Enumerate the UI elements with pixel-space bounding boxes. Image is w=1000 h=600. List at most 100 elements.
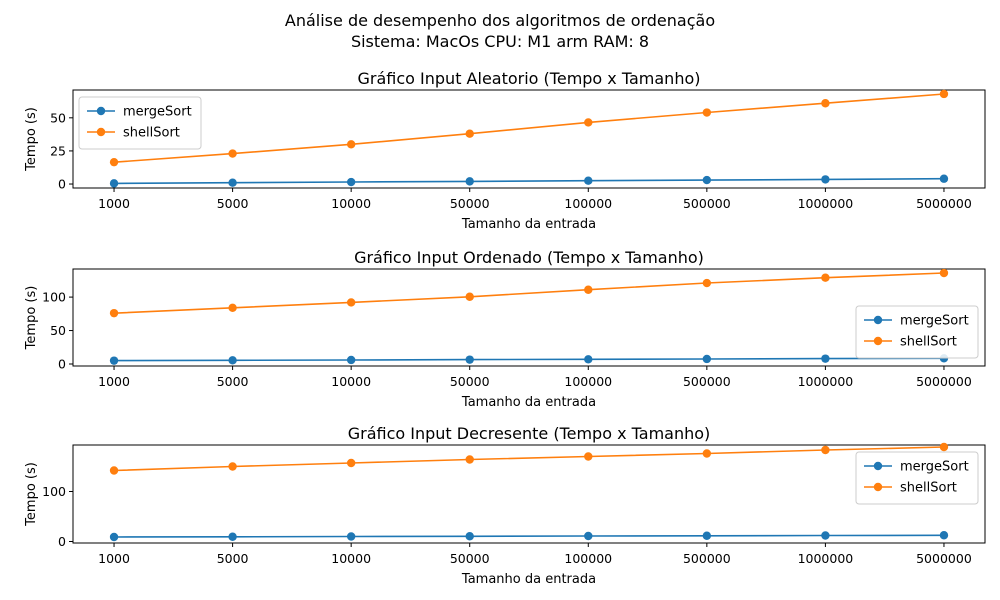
data-point-mergeSort (702, 354, 712, 364)
legend-box (855, 305, 979, 359)
data-point-shellSort (228, 462, 237, 471)
legend-box (855, 451, 979, 505)
x-tick-label: 50000 (450, 374, 490, 389)
x-tick-label: 1000 (98, 551, 130, 566)
x-tick-label: 500000 (683, 196, 731, 211)
data-point-mergeSort (821, 354, 830, 363)
legend-label-shellSort: shellSort (900, 481, 957, 496)
legend-label-mergeSort: mergeSort (900, 314, 969, 329)
figure-title-line1: Análise de desempenho dos algoritmos de … (285, 11, 715, 30)
subplot-title: Gráfico Input Aleatorio (Tempo x Tamanho… (358, 69, 701, 88)
data-point-shellSort (346, 140, 356, 149)
data-point-shellSort (584, 285, 593, 294)
series-line-mergeSort (113, 534, 945, 538)
data-point-shellSort (939, 268, 949, 278)
data-point-shellSort (228, 149, 237, 158)
data-point-mergeSort (821, 531, 830, 540)
data-point-mergeSort (228, 178, 237, 187)
legend-marker-shellSort (96, 127, 106, 137)
x-tick-label: 500000 (683, 551, 731, 566)
x-tick-label: 50000 (450, 551, 490, 566)
data-point-mergeSort (465, 532, 474, 541)
y-tick-label: 100 (42, 290, 66, 305)
data-point-mergeSort (821, 175, 830, 184)
data-point-mergeSort (346, 532, 356, 541)
data-point-mergeSort (939, 174, 949, 183)
axes-frame (72, 89, 986, 189)
data-point-mergeSort (702, 175, 712, 185)
x-tick-label: 500000 (683, 374, 731, 389)
x-tick-label: 10000 (331, 551, 371, 566)
x-tick-label: 5000000 (916, 196, 972, 211)
y-axis-label: Tempo (s) (24, 462, 39, 527)
y-tick-label: 0 (58, 356, 66, 371)
data-point-shellSort (346, 458, 356, 468)
data-point-shellSort (584, 452, 593, 461)
data-point-mergeSort (228, 356, 237, 365)
series-line-shellSort (113, 446, 945, 472)
legend-label-shellSort: shellSort (123, 126, 180, 141)
data-point-shellSort (465, 129, 474, 138)
legend-marker-shellSort (873, 482, 883, 492)
data-point-shellSort (465, 455, 474, 464)
series-line-shellSort (113, 93, 945, 163)
series-line-mergeSort (113, 357, 945, 362)
y-axis-label: Tempo (s) (24, 107, 39, 172)
legend-label-shellSort: shellSort (900, 335, 957, 350)
data-point-shellSort (346, 298, 356, 307)
y-tick-label: 50 (50, 110, 66, 125)
y-tick-label: 0 (58, 534, 66, 549)
data-point-shellSort (939, 442, 949, 452)
subplots: Gráfico Input Aleatorio (Tempo x Tamanho… (24, 69, 986, 587)
legend-marker-mergeSort (873, 461, 883, 471)
data-point-mergeSort (346, 355, 356, 365)
subplot-title: Gráfico Input Decresente (Tempo x Tamanh… (348, 424, 711, 443)
data-point-shellSort (584, 118, 593, 127)
data-point-shellSort (228, 303, 237, 312)
subplot-2: Gráfico Input Ordenado (Tempo x Tamanho)… (24, 248, 986, 410)
series-line-mergeSort (113, 177, 945, 185)
x-tick-label: 10000 (331, 374, 371, 389)
y-axis-label: Tempo (s) (24, 286, 39, 351)
x-tick-label: 50000 (450, 196, 490, 211)
data-point-mergeSort (346, 177, 356, 187)
data-point-mergeSort (584, 355, 593, 364)
x-tick-label: 5000 (217, 551, 249, 566)
x-tick-label: 1000000 (798, 196, 854, 211)
data-point-mergeSort (939, 531, 949, 540)
data-point-mergeSort (465, 177, 474, 186)
x-tick-label: 100000 (564, 374, 612, 389)
legend-label-mergeSort: mergeSort (900, 460, 969, 475)
data-point-shellSort (821, 273, 830, 282)
data-point-shellSort (702, 449, 712, 458)
x-tick-label: 1000000 (798, 374, 854, 389)
x-tick-label: 5000 (217, 196, 249, 211)
y-tick-label: 50 (50, 323, 66, 338)
x-tick-label: 10000 (331, 196, 371, 211)
data-point-mergeSort (584, 531, 593, 541)
data-point-mergeSort (584, 176, 593, 185)
subplot-1: Gráfico Input Aleatorio (Tempo x Tamanho… (24, 69, 986, 232)
series-line-shellSort (113, 272, 945, 314)
legend: mergeSort shellSort (78, 96, 202, 150)
data-point-shellSort (821, 445, 830, 455)
data-point-mergeSort (702, 531, 712, 540)
x-tick-label: 5000 (217, 374, 249, 389)
x-axis-label: Tamanho da entrada (461, 572, 596, 587)
x-tick-label: 1000000 (798, 551, 854, 566)
x-tick-label: 100000 (564, 551, 612, 566)
x-tick-label: 100000 (564, 196, 612, 211)
figure-title-line2: Sistema: MacOs CPU: M1 arm RAM: 8 (351, 32, 649, 51)
legend: mergeSort shellSort (855, 451, 979, 505)
x-tick-label: 1000 (98, 374, 130, 389)
legend-box (78, 96, 202, 150)
y-tick-label: 100 (42, 484, 66, 499)
data-point-mergeSort (109, 532, 119, 542)
data-point-shellSort (109, 466, 119, 475)
data-point-mergeSort (109, 179, 119, 188)
data-point-shellSort (702, 108, 712, 117)
x-tick-label: 5000000 (916, 374, 972, 389)
y-tick-label: 0 (58, 177, 66, 192)
data-point-shellSort (702, 278, 712, 288)
